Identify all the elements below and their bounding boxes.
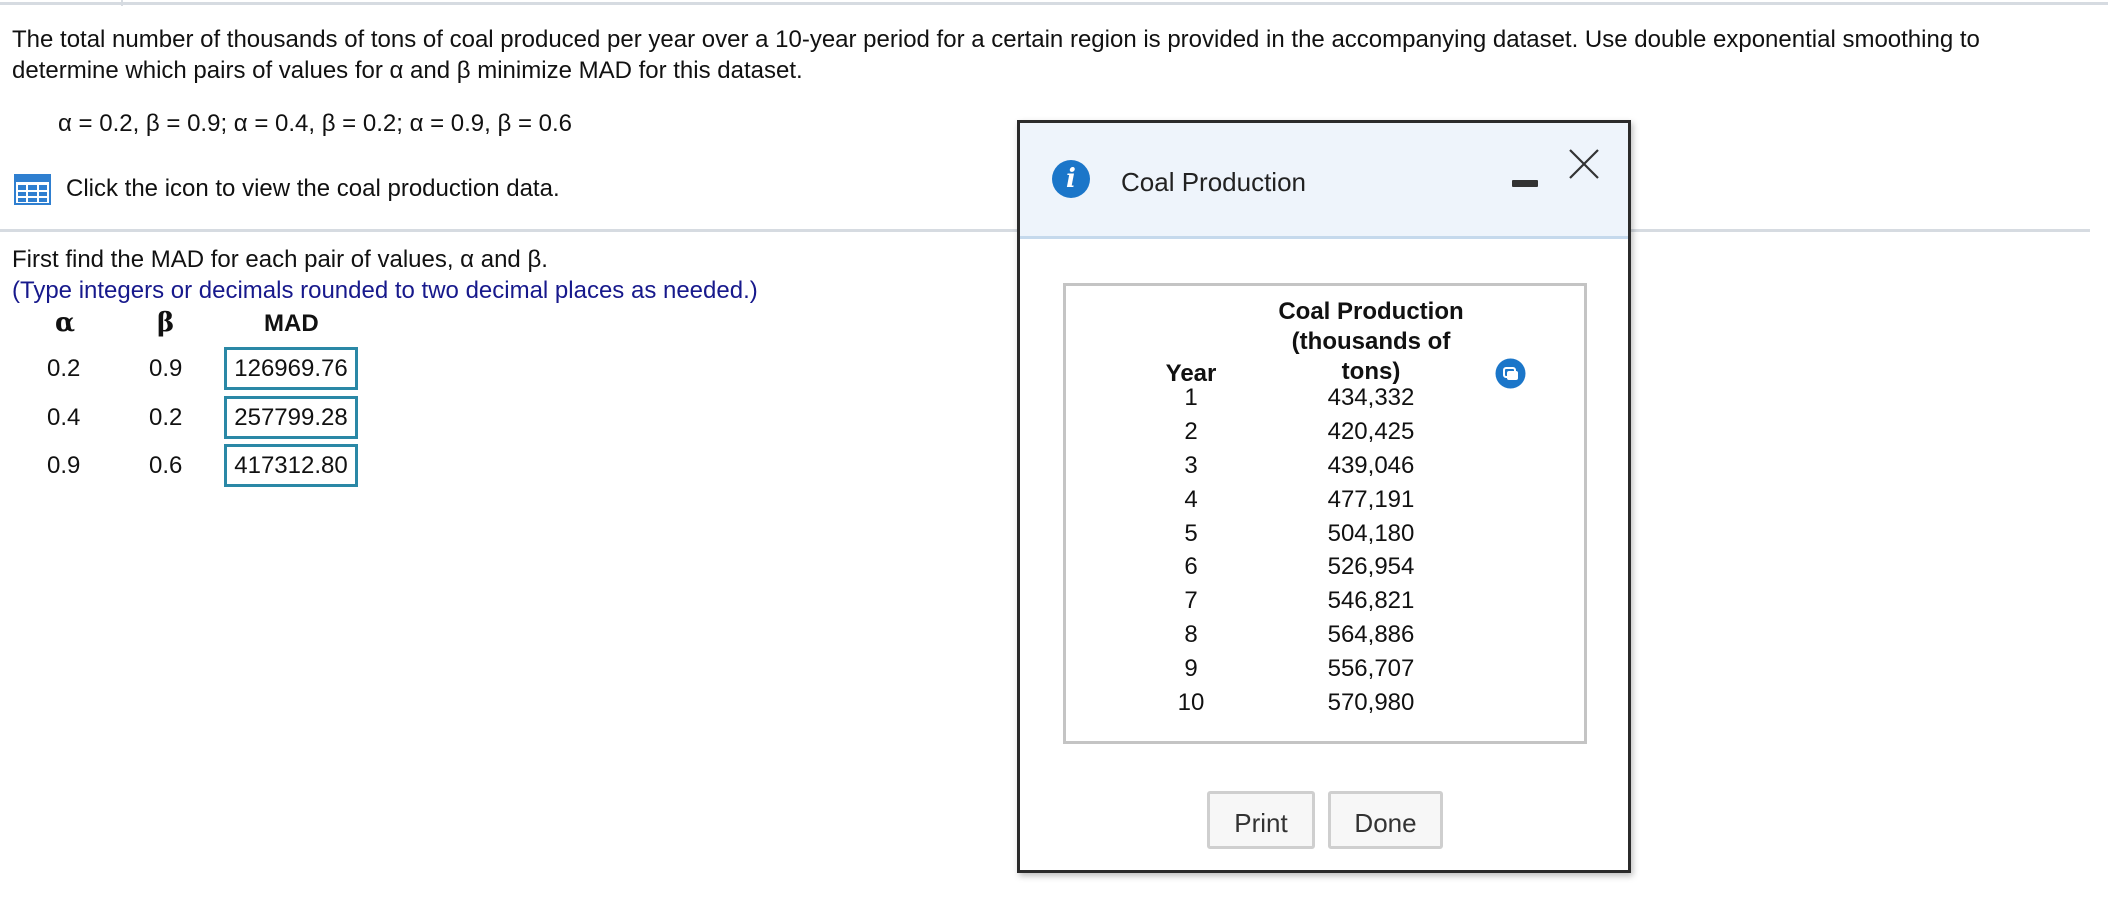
year-cell: 6 bbox=[1184, 553, 1198, 580]
close-icon[interactable] bbox=[1567, 147, 1601, 181]
production-cell: 420,425 bbox=[1327, 418, 1415, 445]
production-cell: 570,980 bbox=[1327, 689, 1415, 716]
mad-row: 0.2 0.9 126969.76 bbox=[0, 347, 400, 391]
production-header-line: Coal Production bbox=[1278, 298, 1464, 325]
year-cell: 4 bbox=[1184, 486, 1198, 513]
production-header-line: (thousands of bbox=[1291, 328, 1451, 355]
data-row: 4 477,191 bbox=[1066, 486, 1584, 520]
mad-row: 0.9 0.6 417312.80 bbox=[0, 444, 400, 488]
data-row: 7 546,821 bbox=[1066, 587, 1584, 621]
mad-row: 0.4 0.2 257799.28 bbox=[0, 396, 400, 440]
top-border bbox=[0, 2, 2108, 5]
year-cell: 5 bbox=[1184, 520, 1198, 547]
production-header: Coal Production (thousands of tons) bbox=[1256, 297, 1486, 387]
header-beta: β bbox=[157, 308, 175, 338]
data-row: 3 439,046 bbox=[1066, 452, 1584, 486]
production-cell: 477,191 bbox=[1327, 486, 1415, 513]
alpha-value: 0.4 bbox=[47, 404, 81, 431]
production-cell: 564,886 bbox=[1327, 621, 1415, 648]
data-row: 9 556,707 bbox=[1066, 655, 1584, 689]
year-header: Year bbox=[1165, 360, 1217, 387]
header-mad: MAD bbox=[264, 310, 319, 337]
year-cell: 9 bbox=[1184, 655, 1198, 682]
instruction-text: First find the MAD for each pair of valu… bbox=[12, 246, 548, 273]
year-cell: 2 bbox=[1184, 418, 1198, 445]
data-row: 8 564,886 bbox=[1066, 621, 1584, 655]
dialog-header: i Coal Production bbox=[1020, 123, 1628, 239]
answer-hint: (Type integers or decimals rounded to tw… bbox=[12, 277, 758, 304]
alpha-value: 0.2 bbox=[47, 355, 81, 382]
beta-value: 0.2 bbox=[149, 404, 183, 431]
minimize-bar bbox=[1512, 180, 1538, 187]
year-cell: 1 bbox=[1184, 384, 1198, 411]
view-data-link-label[interactable]: Click the icon to view the coal producti… bbox=[66, 175, 560, 202]
data-row: 10 570,980 bbox=[1066, 689, 1584, 723]
data-row: 2 420,425 bbox=[1066, 418, 1584, 452]
data-row: 5 504,180 bbox=[1066, 520, 1584, 554]
parameter-options: α = 0.2, β = 0.9; α = 0.4, β = 0.2; α = … bbox=[58, 110, 573, 137]
info-icon: i bbox=[1052, 160, 1090, 198]
mad-input[interactable]: 417312.80 bbox=[224, 444, 358, 487]
beta-value: 0.6 bbox=[149, 452, 183, 479]
print-button[interactable]: Print bbox=[1207, 791, 1315, 849]
coal-data-table: Year Coal Production (thousands of tons)… bbox=[1063, 283, 1587, 744]
answer-instructions: First find the MAD for each pair of valu… bbox=[12, 244, 758, 306]
production-cell: 526,954 bbox=[1327, 553, 1415, 580]
mad-input[interactable]: 257799.28 bbox=[224, 396, 358, 439]
dialog-title: Coal Production bbox=[1121, 167, 1306, 197]
beta-value: 0.9 bbox=[149, 355, 183, 382]
data-row: 1 434,332 bbox=[1066, 384, 1584, 418]
question-text: The total number of thousands of tons of… bbox=[12, 26, 1980, 84]
year-cell: 10 bbox=[1177, 689, 1205, 716]
done-button[interactable]: Done bbox=[1328, 791, 1443, 849]
production-cell: 504,180 bbox=[1327, 520, 1415, 547]
coal-production-dialog: i Coal Production Year Coal Production (… bbox=[1017, 120, 1631, 873]
minimize-icon[interactable] bbox=[1512, 171, 1538, 197]
year-cell: 3 bbox=[1184, 452, 1198, 479]
production-cell: 556,707 bbox=[1327, 655, 1415, 682]
year-cell: 8 bbox=[1184, 621, 1198, 648]
year-cell: 7 bbox=[1184, 587, 1198, 614]
production-header-line: tons) bbox=[1341, 358, 1401, 385]
production-cell: 439,046 bbox=[1327, 452, 1415, 479]
production-cell: 434,332 bbox=[1327, 384, 1415, 411]
mad-input[interactable]: 126969.76 bbox=[224, 347, 358, 390]
copy-icon[interactable] bbox=[1495, 358, 1526, 389]
top-border-tick bbox=[121, 0, 123, 6]
table-icon[interactable] bbox=[14, 173, 51, 205]
header-alpha: α bbox=[55, 308, 76, 338]
view-data-link[interactable]: Click the icon to view the coal producti… bbox=[14, 171, 560, 207]
data-row: 6 526,954 bbox=[1066, 553, 1584, 587]
alpha-value: 0.9 bbox=[47, 452, 81, 479]
production-cell: 546,821 bbox=[1327, 587, 1415, 614]
